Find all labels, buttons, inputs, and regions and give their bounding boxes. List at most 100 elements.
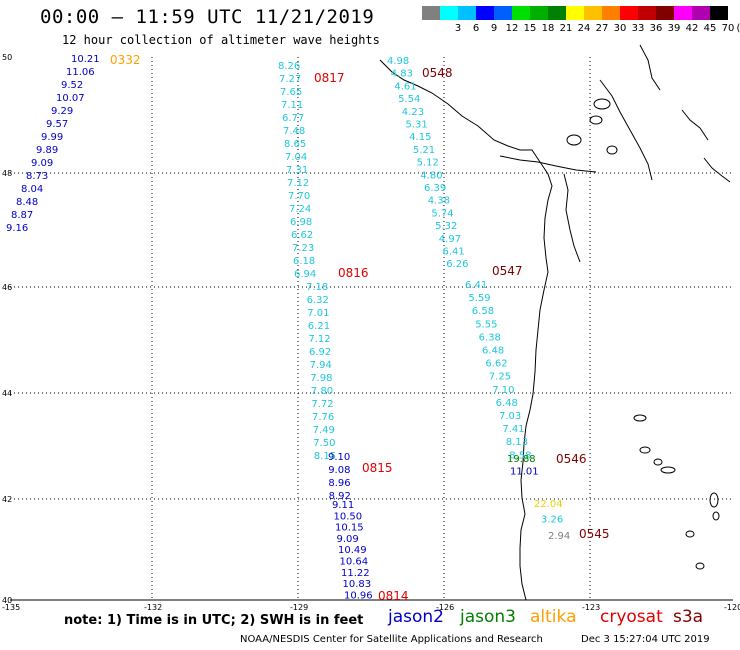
wave-height-value: 8.92 bbox=[329, 491, 351, 502]
wave-height-value: 7.94 bbox=[310, 360, 332, 371]
wave-height-value: 6.39 bbox=[424, 183, 446, 194]
note-text: note: 1) Time is in UTC; 2) SWH is in fe… bbox=[64, 613, 364, 628]
wave-height-value: 6.21 bbox=[308, 321, 330, 332]
wave-height-value: 22.04 bbox=[534, 499, 563, 510]
wave-height-value: 7.70 bbox=[288, 191, 310, 202]
wave-height-value: 6.32 bbox=[307, 295, 329, 306]
scale-label: 24 bbox=[577, 23, 591, 34]
scale-label: 39 bbox=[667, 23, 681, 34]
wave-height-value: 4.61 bbox=[394, 81, 416, 92]
scale-swatch bbox=[656, 6, 674, 20]
wave-height-value: 7.23 bbox=[292, 243, 314, 254]
track-0546: 19.88 11.01 0546 bbox=[507, 452, 587, 478]
lake-outline bbox=[593, 98, 611, 110]
wave-height-value: 9.29 bbox=[51, 106, 73, 117]
scale-label: 15 bbox=[523, 23, 537, 34]
scale-swatch bbox=[440, 6, 458, 20]
lat-label: 44 bbox=[2, 389, 12, 398]
track-0547: 6.41 5.59 6.58 5.55 6.38 6.48 6.62 7.25 7.10 6.48… bbox=[465, 264, 531, 461]
scale-swatch bbox=[512, 6, 530, 20]
lake-outline bbox=[653, 458, 663, 466]
wave-height-value: 5.59 bbox=[468, 293, 490, 304]
lon-label: -135 bbox=[2, 603, 20, 612]
legend-jason3: jason3 bbox=[460, 607, 516, 627]
wave-height-value: 6.41 bbox=[443, 247, 465, 258]
lake-outline bbox=[639, 446, 651, 454]
wave-height-value: 11.22 bbox=[341, 568, 370, 579]
pass-time-label: 0332 bbox=[110, 53, 141, 67]
wave-height-value: 7.31 bbox=[286, 165, 308, 176]
coastline-segment bbox=[499, 155, 597, 173]
wave-height-value: 6.41 bbox=[465, 280, 487, 291]
lake-outline bbox=[695, 562, 705, 570]
wave-height-value: 5.31 bbox=[406, 120, 428, 131]
wave-height-value: 10.64 bbox=[340, 557, 369, 568]
scale-label: 3 bbox=[454, 23, 462, 34]
footer-timestamp: Dec 3 15:27:04 UTC 2019 bbox=[581, 634, 710, 645]
scale-swatch bbox=[530, 6, 548, 20]
scale-swatch bbox=[566, 6, 584, 20]
wave-height-value: 7.24 bbox=[289, 204, 311, 215]
wave-height-value: 7.18 bbox=[306, 282, 328, 293]
track-0816: 7.18 6.32 7.01 6.21 7.12 6.92 7.94 7.98 7.80 7.72… bbox=[306, 266, 369, 462]
wave-height-value: 8.58 bbox=[509, 450, 531, 461]
track-0814: 9.1110.5010.159.0910.4910.6411.2210.8310… bbox=[332, 500, 409, 603]
wave-height-value: 7.80 bbox=[311, 386, 333, 397]
wave-height-value: 19.88 bbox=[507, 454, 536, 465]
wave-height-value: 7.65 bbox=[280, 87, 302, 98]
wave-height-value: 9.16 bbox=[6, 223, 28, 234]
scale-swatch bbox=[602, 6, 620, 20]
wave-height-value: 8.13 bbox=[506, 437, 528, 448]
legend-cryosat: cryosat bbox=[600, 607, 663, 627]
wave-height-value: 5.54 bbox=[398, 94, 420, 105]
lake-outline bbox=[685, 530, 695, 538]
legend-altika: altika bbox=[530, 607, 577, 627]
wave-height-value: 2.94 bbox=[548, 531, 570, 542]
wave-height-value: 9.52 bbox=[61, 80, 83, 91]
scale-label: 9 bbox=[490, 23, 498, 34]
altimeter-tracks: 10.21 11.06 9.52 10.07 9.29 9.57 9.99 9.89 9.09 8… bbox=[6, 53, 610, 603]
wave-height-value: 8.96 bbox=[328, 478, 350, 489]
wave-height-value: 9.89 bbox=[36, 145, 58, 156]
pass-time-label: 0814 bbox=[378, 589, 409, 603]
wave-height-value: 8.65 bbox=[284, 139, 306, 150]
wave-height-value: 6.62 bbox=[291, 230, 313, 241]
lon-label: -129 bbox=[290, 603, 308, 612]
wave-height-value: 7.27 bbox=[279, 74, 301, 85]
scale-swatch bbox=[476, 6, 494, 20]
coastline-segment bbox=[599, 79, 653, 181]
map-subtitle: 12 hour collection of altimeter wave hei… bbox=[62, 33, 380, 47]
wave-height-value: 10.50 bbox=[334, 511, 363, 522]
scale-label: 45 bbox=[703, 23, 717, 34]
wave-height-value: 5.12 bbox=[417, 158, 439, 169]
axis-labels: 50 48 46 44 42 40-135 -132 -129 -126 -123 -120 bbox=[2, 53, 740, 612]
wave-height-value: 7.10 bbox=[492, 385, 514, 396]
wave-height-value: 10.21 bbox=[71, 54, 100, 65]
lon-label: -123 bbox=[582, 603, 600, 612]
wave-height-value: 3.26 bbox=[541, 515, 563, 526]
wave-height-value: 6.48 bbox=[496, 398, 518, 409]
scale-label: 18 bbox=[541, 23, 555, 34]
pass-time-label: 0547 bbox=[492, 264, 523, 278]
coastline-segment bbox=[681, 109, 709, 141]
wave-height-value: 4.97 bbox=[439, 234, 461, 245]
lake-outline bbox=[589, 115, 603, 125]
footer-source: NOAA/NESDIS Center for Satellite Applica… bbox=[240, 634, 543, 645]
wave-height-value: 6.92 bbox=[309, 347, 331, 358]
wave-height-value: 7.11 bbox=[281, 100, 303, 111]
coastline-segment bbox=[639, 44, 661, 91]
scale-swatch bbox=[674, 6, 692, 20]
lat-label: 48 bbox=[2, 169, 12, 178]
wave-height-value: 6.18 bbox=[293, 256, 315, 267]
wave-height-value: 6.94 bbox=[294, 269, 316, 280]
wave-height-value: 7.03 bbox=[499, 411, 521, 422]
wave-height-value: 6.62 bbox=[485, 359, 507, 370]
wave-height-value: 5.21 bbox=[413, 145, 435, 156]
pass-time-label: 0815 bbox=[362, 461, 393, 475]
wave-height-value: 9.57 bbox=[46, 119, 68, 130]
wave-height-value: 7.01 bbox=[307, 308, 329, 319]
scale-swatch bbox=[422, 6, 440, 20]
scale-label: 42 bbox=[685, 23, 699, 34]
scale-swatch bbox=[620, 6, 638, 20]
pass-time-label: 0545 bbox=[579, 527, 610, 541]
